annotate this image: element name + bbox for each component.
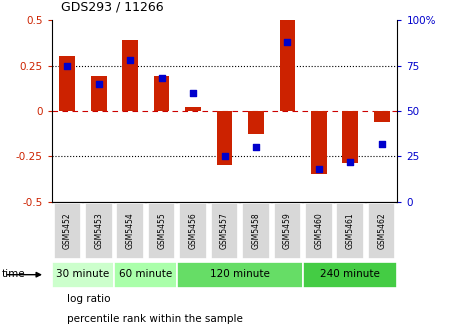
Bar [114, 262, 177, 288]
Bar [336, 203, 364, 259]
Point [315, 166, 322, 172]
Bar [122, 40, 138, 111]
Bar [273, 203, 301, 259]
Point [127, 57, 134, 63]
Text: GSM5454: GSM5454 [126, 213, 135, 249]
Point [95, 81, 102, 86]
Bar [248, 111, 264, 134]
Text: GSM5460: GSM5460 [314, 213, 323, 249]
Text: GSM5452: GSM5452 [63, 213, 72, 249]
Text: 240 minute: 240 minute [320, 269, 380, 279]
Text: 60 minute: 60 minute [119, 269, 172, 279]
Text: GSM5461: GSM5461 [346, 213, 355, 249]
Point [378, 141, 385, 146]
Text: GSM5458: GSM5458 [251, 213, 260, 249]
Bar [311, 111, 327, 174]
Text: GSM5459: GSM5459 [283, 213, 292, 249]
Text: GDS293 / 11266: GDS293 / 11266 [61, 0, 163, 13]
Text: percentile rank within the sample: percentile rank within the sample [67, 314, 243, 324]
Bar [52, 262, 114, 288]
Text: log ratio: log ratio [67, 294, 110, 304]
Text: GSM5456: GSM5456 [189, 213, 198, 249]
Point [284, 39, 291, 45]
Bar [217, 111, 233, 165]
Bar [242, 203, 270, 259]
Point [347, 159, 354, 164]
Point [189, 90, 197, 95]
Text: 30 minute: 30 minute [57, 269, 110, 279]
Bar [59, 56, 75, 111]
Text: time: time [1, 269, 25, 279]
Bar [53, 203, 81, 259]
Bar [116, 203, 144, 259]
Bar [185, 107, 201, 111]
Bar [368, 203, 396, 259]
Bar [154, 76, 170, 111]
Bar [179, 203, 207, 259]
Bar [305, 203, 333, 259]
Bar [91, 76, 107, 111]
Bar [211, 203, 238, 259]
Point [252, 144, 260, 150]
Text: GSM5455: GSM5455 [157, 213, 166, 249]
Bar [85, 203, 113, 259]
Bar [303, 262, 397, 288]
Text: 120 minute: 120 minute [210, 269, 270, 279]
Point [221, 154, 228, 159]
Text: GSM5453: GSM5453 [94, 213, 103, 249]
Point [64, 63, 71, 68]
Bar [343, 111, 358, 164]
Bar [374, 111, 390, 122]
Point [158, 76, 165, 81]
Text: GSM5462: GSM5462 [377, 213, 386, 249]
Bar [148, 203, 176, 259]
Bar [279, 20, 295, 111]
Bar [177, 262, 303, 288]
Text: GSM5457: GSM5457 [220, 213, 229, 249]
